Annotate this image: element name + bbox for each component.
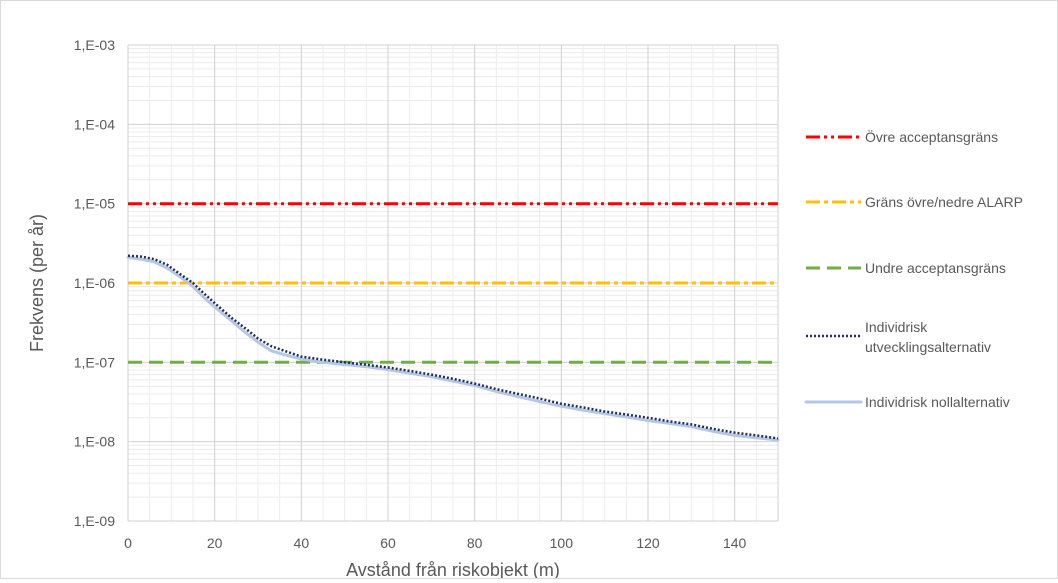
x-tick-label: 140	[723, 535, 747, 551]
legend-label-1: Övre acceptansgräns	[865, 128, 998, 145]
series-line-4	[127, 254, 779, 440]
series-layer	[126, 202, 780, 442]
y-tick-label: 1,E-04	[74, 116, 115, 132]
legend-label-2: Gräns övre/nedre ALARP	[865, 194, 1023, 210]
legend-label-5: Individrisk nollalternativ	[865, 394, 1010, 410]
y-tick-label: 1,E-06	[74, 275, 115, 291]
x-tick-label: 20	[207, 535, 223, 551]
x-tick-label: 60	[380, 535, 396, 551]
legend-label-4: Individrisk utvecklingsalternativ	[865, 319, 991, 355]
y-axis-title: Frekvens (per år)	[27, 214, 47, 352]
x-axis-title: Avstånd från riskobjekt (m)	[346, 560, 560, 578]
y-tick-label: 1,E-09	[74, 513, 115, 529]
x-tick-label: 100	[550, 535, 574, 551]
y-tick-label: 1,E-08	[74, 434, 115, 450]
legend-label-3: Undre acceptansgräns	[865, 260, 1006, 276]
x-axis-ticks: 0 20 40 60 80 100 120 140	[124, 535, 746, 551]
legend-label-line: utvecklingsalternativ	[865, 339, 991, 355]
y-axis-ticks: 1,E-03 1,E-04 1,E-05 1,E-06 1,E-07 1,E-08 1,E-…	[74, 37, 115, 529]
y-tick-label: 1,E-05	[74, 196, 115, 212]
legend: Övre acceptansgräns Gräns övre/nedre ALAR…	[804, 128, 1023, 410]
y-tick-label: 1,E-07	[74, 354, 115, 370]
x-tick-label: 120	[636, 535, 660, 551]
x-tick-label: 0	[124, 535, 132, 551]
legend-label-line: Individrisk	[865, 319, 928, 335]
y-tick-label: 1,E-03	[74, 37, 115, 53]
x-tick-label: 40	[294, 535, 310, 551]
x-tick-label: 80	[467, 535, 483, 551]
series-line-5	[126, 255, 780, 442]
